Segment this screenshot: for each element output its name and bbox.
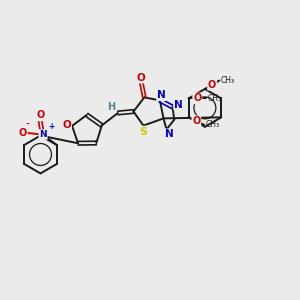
Text: O: O <box>192 116 200 126</box>
Text: -: - <box>26 119 29 128</box>
Text: CH₃: CH₃ <box>207 94 222 103</box>
Text: O: O <box>36 110 44 120</box>
Text: N: N <box>157 90 166 100</box>
Text: O: O <box>193 93 201 103</box>
Text: O: O <box>19 128 27 138</box>
Text: H: H <box>107 102 116 112</box>
Text: O: O <box>62 120 71 130</box>
Text: CH₃: CH₃ <box>206 120 220 129</box>
Text: S: S <box>139 127 147 136</box>
Text: CH₃: CH₃ <box>221 76 235 85</box>
Text: O: O <box>208 80 216 90</box>
Text: N: N <box>164 129 173 139</box>
Text: +: + <box>48 122 54 131</box>
Text: N: N <box>174 100 183 110</box>
Text: N: N <box>39 130 47 139</box>
Text: O: O <box>136 73 145 82</box>
